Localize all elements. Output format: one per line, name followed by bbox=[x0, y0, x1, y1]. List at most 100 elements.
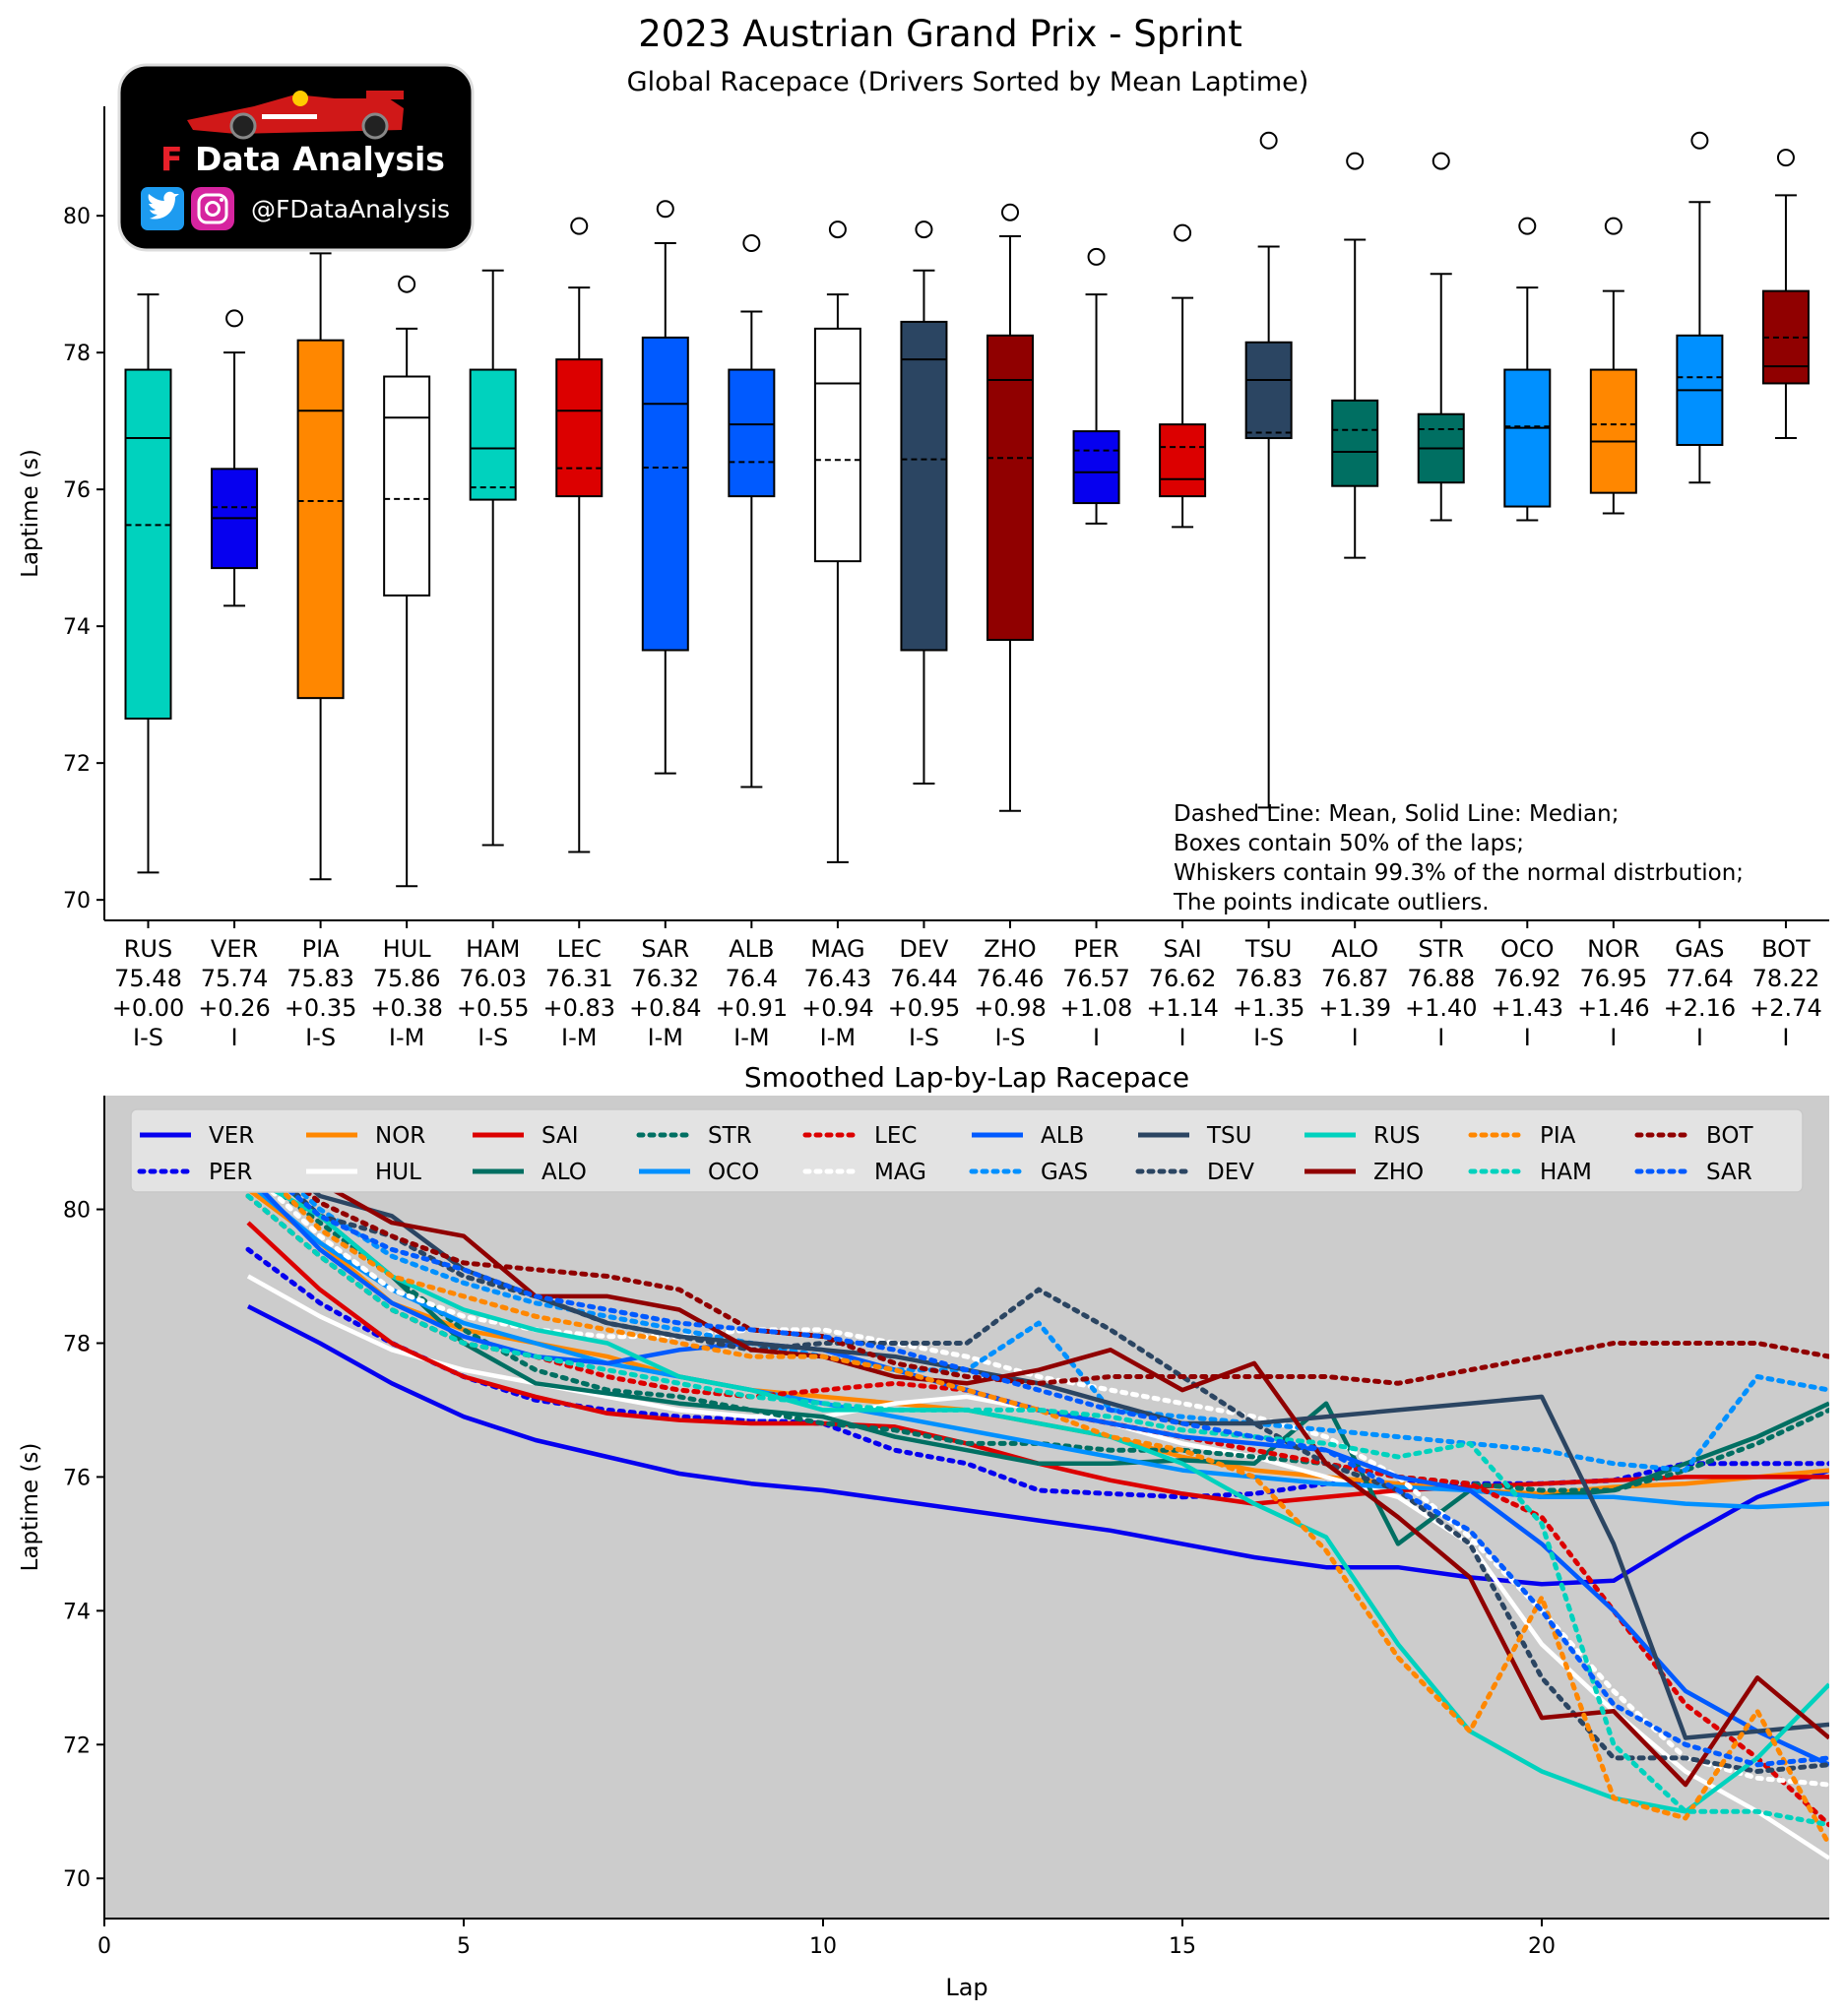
x-tick-label: 15 bbox=[1169, 1934, 1196, 1959]
box-body bbox=[1244, 341, 1293, 440]
x-tick-label-code: PER bbox=[1073, 935, 1118, 963]
x-tick-label-mean: 76.44 bbox=[890, 965, 958, 992]
box-body bbox=[469, 368, 517, 501]
outlier-point bbox=[828, 220, 847, 239]
outlier-point bbox=[1518, 217, 1537, 235]
x-axis-label: Lap bbox=[945, 1974, 987, 2001]
x-tick-label-gap: +1.40 bbox=[1405, 994, 1478, 1022]
x-tick-label-tyres: I-S bbox=[995, 1024, 1026, 1051]
box-body bbox=[1503, 368, 1552, 508]
x-tick-label-mean: 76.87 bbox=[1321, 965, 1389, 992]
x-tick-label-tyres: I-M bbox=[820, 1024, 856, 1051]
x-tick-label-code: TSU bbox=[1244, 935, 1292, 963]
legend-label-dev: DEV bbox=[1207, 1160, 1254, 1185]
x-tick-label-tyres: I-M bbox=[733, 1024, 769, 1051]
x-tick-label-gap: +1.35 bbox=[1233, 994, 1305, 1022]
legend-label-per: PER bbox=[209, 1160, 252, 1185]
y-tick-label: 70 bbox=[63, 889, 91, 914]
x-tick-label-code: OCO bbox=[1500, 935, 1555, 963]
legend-label-alb: ALB bbox=[1041, 1123, 1084, 1149]
x-tick-label-mean: 76.32 bbox=[631, 965, 699, 992]
legend-label-bot: BOT bbox=[1706, 1123, 1753, 1149]
x-tick-label-tyres: I bbox=[1610, 1024, 1617, 1051]
x-tick-label-tyres: I bbox=[1524, 1024, 1531, 1051]
series-line-gas bbox=[245, 1140, 1829, 1474]
outlier-point bbox=[1259, 131, 1278, 150]
y-tick-label: 72 bbox=[63, 1733, 91, 1758]
outlier-point bbox=[1001, 203, 1019, 221]
x-tick-label-code: VER bbox=[211, 935, 258, 963]
x-tick-label-mean: 78.22 bbox=[1752, 965, 1820, 992]
x-tick-label-mean: 76.03 bbox=[459, 965, 527, 992]
annotation-line: Whiskers contain 99.3% of the normal dis… bbox=[1174, 860, 1744, 886]
legend-label-ver: VER bbox=[209, 1123, 254, 1149]
box-body bbox=[900, 320, 948, 652]
legend-label-str: STR bbox=[708, 1123, 752, 1149]
instagram-icon bbox=[191, 187, 234, 230]
x-tick-label-code: RUS bbox=[124, 935, 172, 963]
annotation-line: Boxes contain 50% of the laps; bbox=[1174, 831, 1524, 856]
x-tick-label-gap: +1.43 bbox=[1492, 994, 1564, 1022]
x-tick-label-tyres: I-S bbox=[133, 1024, 163, 1051]
outlier-point bbox=[1174, 223, 1192, 242]
box-body bbox=[383, 375, 431, 597]
x-tick-label-code: ALO bbox=[1331, 935, 1378, 963]
legend-label-oco: OCO bbox=[708, 1160, 759, 1185]
x-tick-label-gap: +1.46 bbox=[1577, 994, 1650, 1022]
x-tick-label: 5 bbox=[457, 1934, 471, 1959]
legend-label-sai: SAI bbox=[541, 1123, 579, 1149]
x-tick-label-tyres: I bbox=[1696, 1024, 1703, 1051]
box-body bbox=[1331, 399, 1379, 487]
x-tick-label-code: DEV bbox=[899, 935, 949, 963]
x-tick-label-gap: +0.95 bbox=[888, 994, 961, 1022]
twitter-icon bbox=[141, 187, 184, 230]
legend-label-gas: GAS bbox=[1041, 1160, 1088, 1185]
x-tick-label-mean: 75.48 bbox=[114, 965, 182, 992]
x-tick-label-tyres: I-M bbox=[648, 1024, 683, 1051]
x-tick-label-tyres: I bbox=[231, 1024, 238, 1051]
box-body bbox=[1072, 430, 1120, 505]
x-tick-label-mean: 76.95 bbox=[1579, 965, 1647, 992]
y-tick-label: 70 bbox=[63, 1867, 91, 1892]
x-tick-label-gap: +0.00 bbox=[112, 994, 185, 1022]
x-tick-label-tyres: I-M bbox=[389, 1024, 424, 1051]
x-tick-label-mean: 76.43 bbox=[804, 965, 872, 992]
annotation-line: The points indicate outliers. bbox=[1173, 890, 1490, 915]
x-tick-label-mean: 75.74 bbox=[201, 965, 269, 992]
series-line-pia bbox=[245, 1153, 1829, 1848]
series-lines bbox=[245, 1134, 1829, 1860]
x-tick-label-tyres: I bbox=[1093, 1024, 1100, 1051]
x-tick-label-gap: +0.83 bbox=[542, 994, 615, 1022]
annotation-line: Dashed Line: Mean, Solid Line: Median; bbox=[1174, 801, 1619, 827]
y-tick-label: 72 bbox=[63, 752, 91, 777]
x-tick-label-code: HAM bbox=[466, 935, 520, 963]
x-tick-label-gap: +2.74 bbox=[1750, 994, 1822, 1022]
x-tick-label: 0 bbox=[97, 1934, 111, 1959]
x-tick-label-gap: +1.08 bbox=[1060, 994, 1133, 1022]
x-tick-label-tyres: I-S bbox=[305, 1024, 336, 1051]
x-tick-label-mean: 76.4 bbox=[726, 965, 778, 992]
plot-area bbox=[104, 1096, 1829, 1919]
legend-box bbox=[130, 1108, 1804, 1193]
x-tick-label: 20 bbox=[1528, 1934, 1556, 1959]
legend-label-mag: MAG bbox=[874, 1160, 926, 1185]
x-tick-label-gap: +2.16 bbox=[1664, 994, 1737, 1022]
legend-label-alo: ALO bbox=[541, 1160, 587, 1185]
box-body bbox=[555, 358, 604, 498]
x-tick-label-gap: +0.98 bbox=[974, 994, 1047, 1022]
figure-title: 2023 Austrian Grand Prix - Sprint bbox=[638, 13, 1241, 55]
x-tick-label-tyres: I-S bbox=[477, 1024, 508, 1051]
box-body bbox=[986, 334, 1034, 642]
x-tick-label-tyres: I bbox=[1179, 1024, 1186, 1051]
x-tick-label-gap: +0.26 bbox=[198, 994, 271, 1022]
